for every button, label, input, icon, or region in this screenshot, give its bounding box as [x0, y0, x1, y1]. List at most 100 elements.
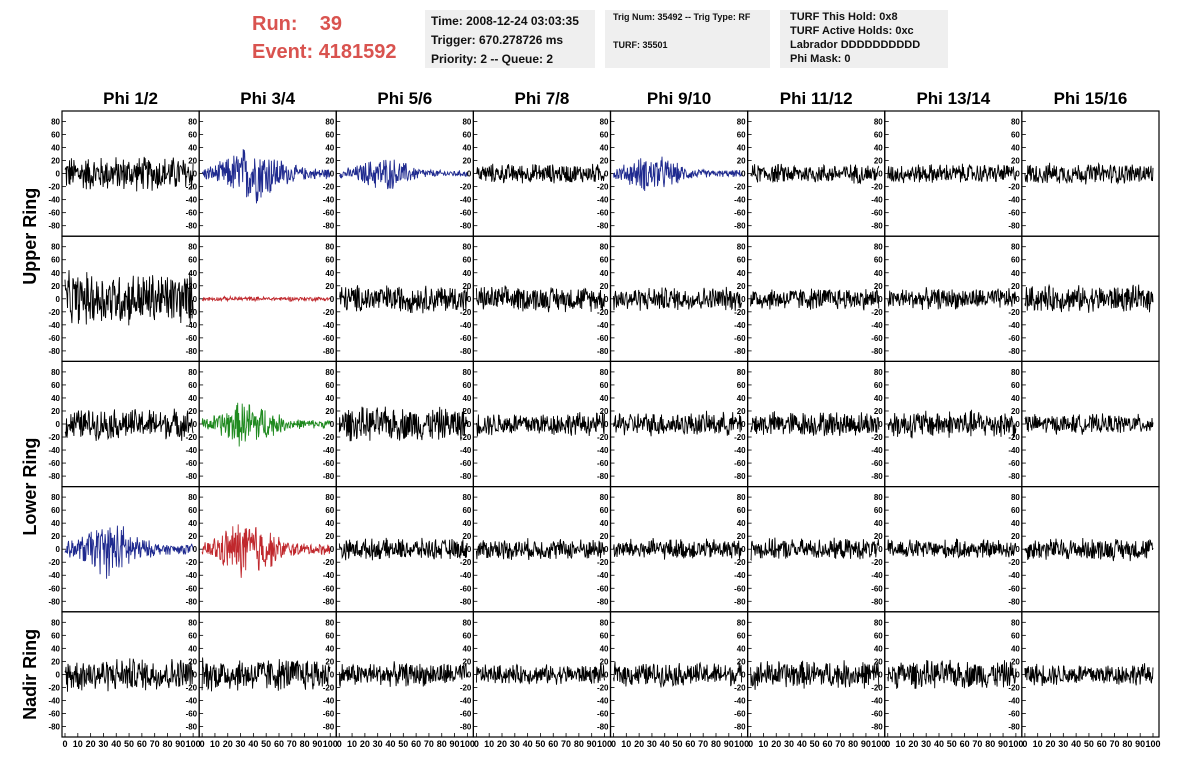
y-tick-label: 0 — [467, 295, 472, 304]
waveform-trace — [1024, 162, 1154, 185]
trig-info-box: Trig Num: 35492 -- Trig Type: RF TURF: 3… — [605, 10, 770, 68]
y-tick-label: -60 — [734, 584, 746, 593]
run-value: 39 — [319, 13, 343, 35]
x-tick-label: 50 — [535, 739, 545, 749]
y-tick-label: 40 — [600, 144, 609, 153]
y-tick-label: 60 — [874, 506, 883, 515]
y-tick-label: 80 — [737, 493, 746, 502]
waveform-trace — [1024, 413, 1154, 435]
y-tick-label: 60 — [600, 256, 609, 265]
x-tick-label: 50 — [398, 739, 408, 749]
y-tick-label: -60 — [460, 584, 472, 593]
phi-mask-text: Phi Mask: 0 — [790, 53, 851, 65]
y-tick-label: -60 — [323, 709, 335, 718]
time-text: Time: 2008-12-24 03:03:35 — [431, 14, 579, 28]
y-tick-label: -60 — [48, 459, 60, 468]
y-tick-label: -40 — [48, 696, 60, 705]
y-tick-label: -60 — [1008, 334, 1020, 343]
y-tick-label: 20 — [737, 407, 746, 416]
y-tick-label: 60 — [51, 381, 60, 390]
y-tick-label: 40 — [737, 144, 746, 153]
y-tick-label: 80 — [188, 493, 197, 502]
y-tick-label: 40 — [325, 144, 334, 153]
y-tick-label: -20 — [460, 683, 472, 692]
waveform-trace — [339, 285, 468, 314]
x-tick-label: 40 — [385, 739, 395, 749]
event-row: Event: 4181592 — [252, 38, 397, 66]
y-tick-label: -40 — [734, 196, 746, 205]
y-tick-label: -60 — [871, 584, 883, 593]
y-tick-label: -40 — [460, 696, 472, 705]
y-tick-label: -80 — [323, 597, 335, 606]
waveform-trace — [476, 163, 605, 184]
y-tick-label: 20 — [188, 532, 197, 541]
x-tick-label: 10 — [896, 739, 906, 749]
y-tick-label: -20 — [323, 683, 335, 692]
waveform-trace — [475, 663, 605, 685]
y-tick-label: -60 — [186, 209, 198, 218]
y-tick-label: 40 — [51, 644, 60, 653]
y-tick-label: 0 — [604, 420, 609, 429]
x-tick-label: 0 — [200, 739, 205, 749]
y-tick-label: -20 — [734, 558, 746, 567]
y-tick-label: 0 — [1015, 420, 1020, 429]
waveform-trace — [201, 149, 331, 204]
x-tick-label: 70 — [835, 739, 845, 749]
y-tick-label: -20 — [734, 183, 746, 192]
waveform-trace — [613, 410, 743, 437]
y-tick-label: 80 — [600, 118, 609, 127]
y-tick-label: -80 — [186, 222, 198, 231]
x-tick-label: 10 — [210, 739, 220, 749]
y-tick-label: 40 — [188, 519, 197, 528]
y-tick-label: 20 — [188, 282, 197, 291]
y-tick-label: -80 — [1008, 472, 1020, 481]
y-tick-label: -80 — [460, 597, 472, 606]
y-tick-label: -40 — [1008, 696, 1020, 705]
y-tick-label: -40 — [323, 696, 335, 705]
y-tick-label: 0 — [330, 545, 335, 554]
y-tick-label: -40 — [48, 196, 60, 205]
y-tick-label: -20 — [871, 558, 883, 567]
y-tick-label: -40 — [597, 321, 609, 330]
y-tick-label: -20 — [48, 308, 60, 317]
x-tick-label: 80 — [162, 739, 172, 749]
y-tick-label: -20 — [186, 558, 198, 567]
y-tick-label: 0 — [193, 295, 198, 304]
x-tick-label: 60 — [274, 739, 284, 749]
x-tick-label: 0 — [611, 739, 616, 749]
waveform-trace — [201, 402, 331, 447]
x-tick-label: 70 — [972, 739, 982, 749]
x-tick-label: 40 — [1071, 739, 1081, 749]
y-tick-label: 60 — [462, 631, 471, 640]
y-tick-label: 0 — [604, 670, 609, 679]
y-tick-label: 60 — [1011, 131, 1020, 140]
y-tick-label: 40 — [600, 644, 609, 653]
y-tick-label: 80 — [874, 493, 883, 502]
waveform-trace — [475, 285, 605, 313]
y-tick-label: 60 — [600, 381, 609, 390]
x-tick-label: 30 — [921, 739, 931, 749]
column-header: Phi 7/8 — [515, 89, 570, 108]
x-tick-label: 50 — [124, 739, 134, 749]
y-tick-label: 60 — [737, 256, 746, 265]
y-tick-label: 80 — [737, 118, 746, 127]
waveform-trace — [750, 163, 880, 185]
y-tick-label: -60 — [48, 584, 60, 593]
y-tick-label: 40 — [51, 519, 60, 528]
y-tick-label: -40 — [48, 321, 60, 330]
x-tick-label: 10 — [758, 739, 768, 749]
y-tick-label: 20 — [874, 157, 883, 166]
x-tick-label: 100 — [597, 739, 612, 749]
y-tick-label: 80 — [737, 243, 746, 252]
y-tick-label: 80 — [325, 493, 334, 502]
turf-hold-text: TURF This Hold: 0x8 — [790, 11, 898, 23]
y-tick-label: 60 — [462, 506, 471, 515]
y-tick-label: 40 — [462, 519, 471, 528]
y-tick-label: 80 — [51, 243, 60, 252]
x-tick-label: 60 — [685, 739, 695, 749]
x-tick-label: 0 — [62, 739, 67, 749]
y-tick-label: -80 — [460, 722, 472, 731]
x-tick-label: 40 — [797, 739, 807, 749]
y-tick-label: 20 — [600, 532, 609, 541]
y-tick-label: -80 — [871, 722, 883, 731]
